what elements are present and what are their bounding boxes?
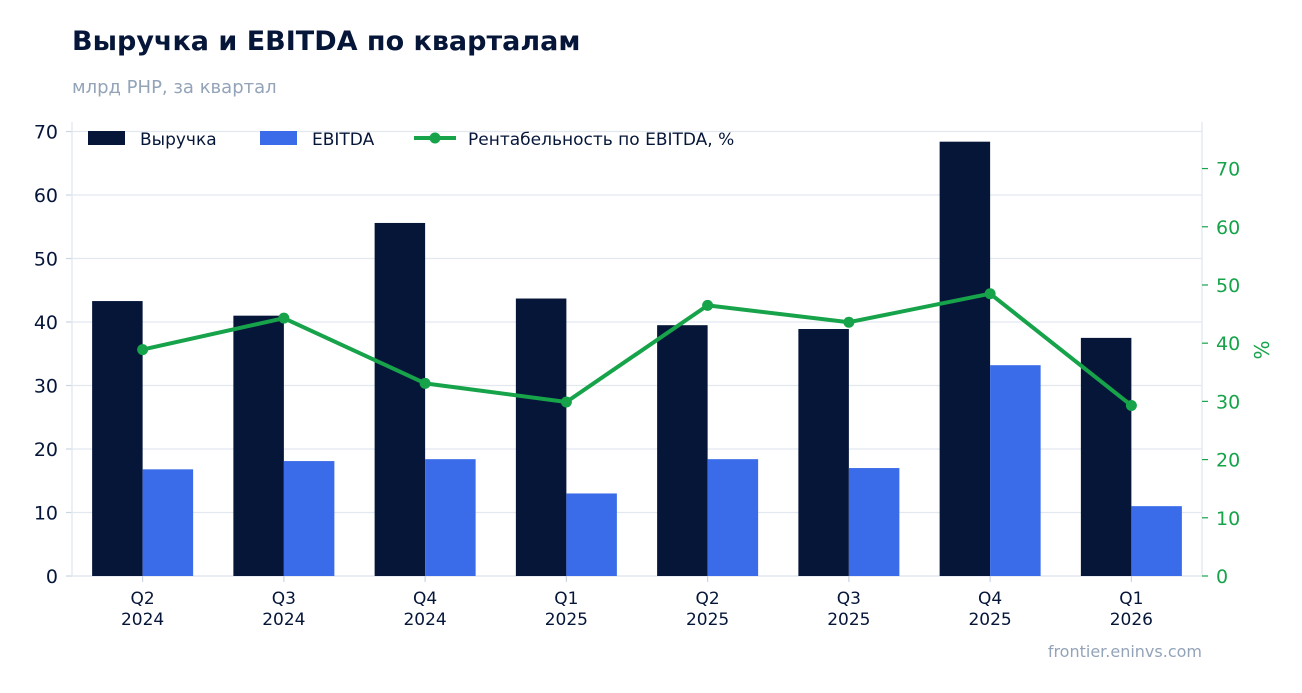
chart-subtitle: млрд РНР, за квартал — [72, 77, 277, 98]
x-tick-label-year: 2024 — [121, 610, 164, 630]
y2-tick-label: 70 — [1216, 159, 1240, 181]
ebitda-bar — [848, 468, 900, 576]
y-tick-label: 60 — [34, 185, 58, 207]
revenue-bar — [1080, 337, 1132, 576]
legend-marker-margin — [429, 132, 441, 144]
y2-tick-label: 40 — [1216, 333, 1240, 355]
y-tick-label: 50 — [34, 249, 58, 271]
y2-axis-label: % — [1250, 340, 1274, 359]
chart-title: Выручка и EBITDA по кварталам — [72, 26, 581, 57]
ebitda-bar — [990, 365, 1041, 576]
y2-tick-label: 30 — [1216, 391, 1240, 413]
margin-point — [1125, 399, 1137, 411]
legend-label-margin: Рентабельность по EBITDA, % — [468, 130, 734, 150]
x-tick-label-year: 2025 — [686, 610, 729, 630]
revenue-bar — [657, 325, 708, 576]
ebitda-bar — [707, 459, 759, 576]
x-tick-label-quarter: Q1 — [554, 589, 578, 609]
y-tick-label: 10 — [34, 503, 58, 525]
x-tick-label-year: 2026 — [1110, 610, 1153, 630]
x-tick-label-quarter: Q4 — [413, 589, 437, 609]
y-tick-label: 70 — [34, 122, 58, 144]
margin-point — [702, 299, 714, 311]
y2-tick-label: 10 — [1216, 508, 1240, 530]
ebitda-bar — [1131, 506, 1182, 576]
y2-tick-label: 50 — [1216, 275, 1240, 297]
x-tick-label-quarter: Q4 — [978, 589, 1002, 609]
margin-point — [843, 316, 855, 328]
revenue-bar — [92, 301, 143, 576]
ebitda-bar — [142, 469, 194, 576]
margin-point — [984, 288, 996, 300]
revenue-bar — [515, 298, 567, 576]
y-tick-label: 0 — [46, 566, 58, 588]
margin-point — [278, 312, 290, 324]
legend-label-ebitda: EBITDA — [312, 130, 375, 150]
ebitda-bar — [566, 493, 617, 576]
legend-swatch-revenue — [88, 131, 125, 145]
revenue-bar — [939, 141, 991, 577]
x-tick-label-year: 2025 — [545, 610, 588, 630]
y-tick-label: 40 — [34, 312, 58, 334]
ebitda-bar — [283, 461, 335, 576]
y2-tick-label: 20 — [1216, 450, 1240, 472]
revenue-bar — [798, 328, 849, 576]
y2-tick-label: 60 — [1216, 217, 1240, 239]
revenue-bar — [374, 222, 426, 576]
x-tick-label-quarter: Q1 — [1119, 589, 1143, 609]
y-tick-label: 30 — [34, 376, 58, 398]
y2-tick-label: 0 — [1216, 566, 1228, 588]
x-tick-label-year: 2025 — [968, 610, 1011, 630]
revenue-bar — [233, 315, 284, 576]
margin-point — [560, 396, 572, 408]
legend-label-revenue: Выручка — [140, 130, 217, 150]
x-tick-label-quarter: Q3 — [272, 589, 296, 609]
margin-point — [137, 344, 149, 356]
x-tick-label-quarter: Q3 — [837, 589, 861, 609]
legend-swatch-ebitda — [260, 131, 297, 145]
y-tick-label: 20 — [34, 439, 58, 461]
source-label: frontier.eninvs.com — [1047, 642, 1202, 661]
margin-point — [419, 377, 431, 389]
x-tick-label-year: 2024 — [403, 610, 446, 630]
margin-line — [142, 291, 1133, 408]
x-tick-label-year: 2024 — [262, 610, 305, 630]
x-tick-label-quarter: Q2 — [131, 589, 155, 609]
ebitda-bar — [425, 459, 476, 576]
x-tick-label-quarter: Q2 — [696, 589, 720, 609]
x-tick-label-year: 2025 — [827, 610, 870, 630]
